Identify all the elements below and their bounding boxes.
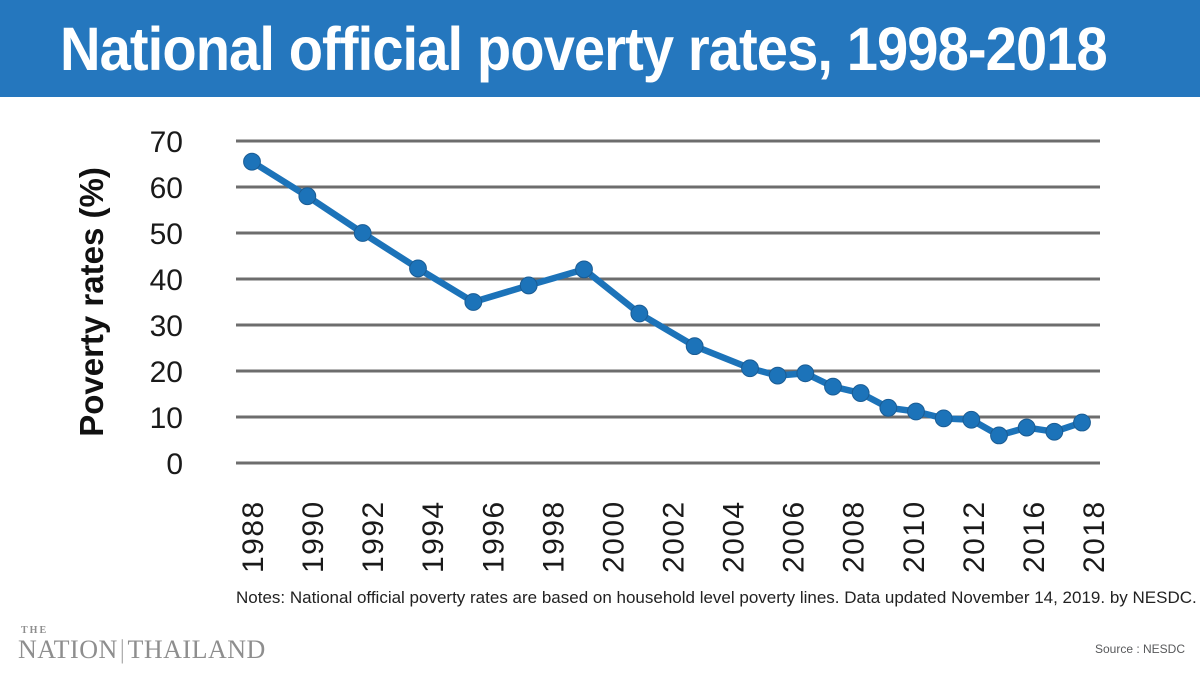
data-point-2012 — [907, 402, 925, 421]
y-tick-label: 0 — [166, 448, 183, 481]
data-point-2002 — [630, 304, 649, 323]
x-tick-label: 1988 — [237, 500, 270, 573]
x-tick-label: 1996 — [477, 500, 510, 573]
x-tick-label: 2016 — [1018, 500, 1051, 573]
x-tick-label: 2008 — [838, 500, 871, 573]
x-tick-label: 2000 — [597, 500, 630, 573]
data-point-2008 — [796, 364, 815, 383]
y-axis-title: Poverty rates (%) — [73, 167, 110, 437]
logo-thailand-text: THAILAND — [127, 635, 266, 664]
page-title: National official poverty rates, 1998-20… — [60, 15, 1108, 83]
x-tick-label: 2006 — [778, 500, 811, 573]
y-tick-label: 10 — [150, 402, 183, 435]
logo-the-text: THE — [21, 625, 49, 636]
logo-nation-text: NATION — [18, 635, 118, 664]
data-point-2009 — [824, 377, 842, 396]
x-tick-label: 2010 — [898, 500, 931, 573]
data-point-1998 — [519, 276, 538, 295]
data-point-1996 — [464, 293, 483, 311]
data-point-2004 — [685, 337, 704, 356]
data-point-1992 — [353, 224, 372, 242]
logo-divider: | — [119, 635, 126, 664]
data-point-1994 — [409, 259, 427, 278]
header-banner: National official poverty rates, 1998-20… — [0, 0, 1200, 97]
y-tick-label: 70 — [150, 126, 183, 159]
x-tick-label: 2012 — [958, 500, 991, 573]
data-point-2017 — [1045, 422, 1064, 441]
data-point-2011 — [879, 398, 898, 417]
data-point-2000 — [575, 260, 593, 279]
data-point-2015 — [990, 426, 1008, 445]
x-tick-label: 2004 — [718, 500, 751, 573]
x-tick-label: 1992 — [357, 500, 390, 573]
source-credit: Source : NESDC — [1094, 642, 1185, 656]
x-tick-label: 1994 — [417, 500, 450, 573]
chart-notes: Notes: National official poverty rates a… — [236, 588, 1197, 607]
trend-line — [248, 158, 1086, 439]
data-point-2007 — [768, 366, 787, 385]
data-point-2010 — [851, 384, 870, 402]
data-point-2006 — [741, 359, 759, 378]
y-tick-label: 60 — [150, 172, 183, 205]
y-tick-label: 20 — [150, 356, 183, 389]
x-tick-label: 1998 — [537, 500, 570, 573]
data-point-2016 — [1017, 418, 1036, 437]
data-point-1988 — [243, 152, 261, 171]
nation-thailand-logo: THE NATION|THAILAND — [18, 626, 266, 663]
data-point-2018 — [1073, 413, 1091, 432]
data-point-2013 — [934, 409, 953, 428]
x-tick-label: 2002 — [658, 500, 691, 573]
data-point-1990 — [298, 187, 317, 206]
x-tick-label: 2018 — [1078, 500, 1111, 573]
y-tick-label: 40 — [150, 264, 183, 297]
y-tick-label: 50 — [150, 218, 183, 251]
chart-area: 70 60 50 40 30 20 10 0 1988 1990 1992 1994 1996 1998 2… — [0, 97, 1200, 577]
x-tick-label: 1990 — [297, 500, 330, 573]
data-point-2014 — [962, 410, 981, 429]
y-tick-label: 30 — [150, 310, 183, 343]
